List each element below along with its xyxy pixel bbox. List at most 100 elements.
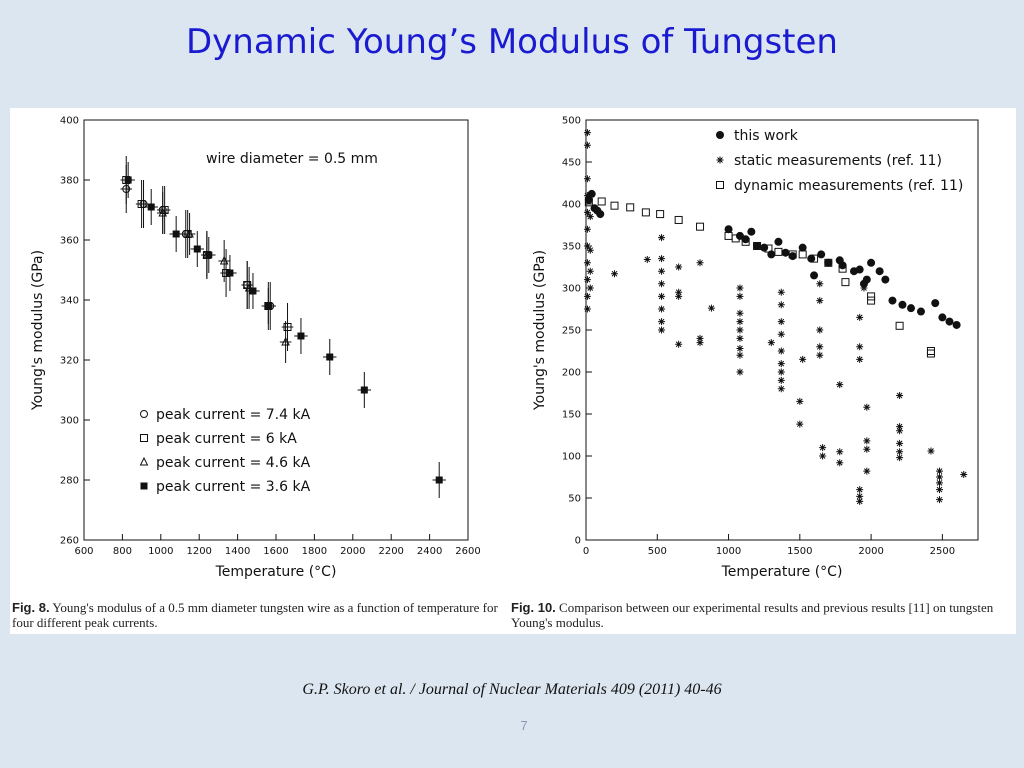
fig10-data-point [777, 347, 785, 355]
fig8-data-point [360, 386, 368, 394]
fig10-data-point [816, 280, 824, 288]
fig10-data-point [936, 467, 944, 475]
fig10-data-point [736, 309, 744, 317]
fig10-data-point [952, 320, 961, 329]
fig10-data-point [656, 210, 665, 219]
fig10-data-point [867, 296, 876, 305]
fig8-data-point [226, 269, 234, 277]
fig10-data-point [724, 231, 733, 240]
page-number: 7 [520, 718, 528, 733]
fig10-data-point [881, 275, 890, 284]
fig10-data-point [777, 301, 785, 309]
fig10-data-point [798, 250, 807, 259]
fig10-data-point [777, 318, 785, 326]
fig10-y-tick-label: 350 [562, 242, 581, 253]
fig10-data-point [777, 385, 785, 393]
fig10-data-point [583, 305, 591, 313]
figure-8-caption: Fig. 8. Young's modulus of a 0.5 mm diam… [12, 600, 504, 630]
fig10-data-point [807, 254, 816, 263]
fig10-y-tick-label: 150 [562, 410, 581, 421]
fig8-x-axis-label: Temperature (°C) [215, 564, 337, 580]
fig10-data-point [916, 307, 925, 316]
fig10-data-point [586, 213, 594, 221]
fig8-data-point [219, 255, 229, 265]
fig8-annotation: wire diameter = 0.5 mm [206, 151, 378, 167]
fig10-data-point [936, 473, 944, 481]
fig10-data-point [896, 448, 904, 456]
fig10-data-point [658, 326, 666, 334]
fig10-data-point [675, 292, 683, 300]
fig8-series-3: peak current = 3.6 kA [121, 162, 446, 498]
fig10-data-point [927, 447, 935, 455]
fig10-data-point [583, 141, 591, 149]
fig8-y-tick-label: 260 [60, 536, 79, 547]
fig10-data-point [936, 486, 944, 494]
fig10-data-point [856, 343, 864, 351]
fig10-y-tick-label: 50 [568, 494, 581, 505]
figure-10-caption-label: Fig. 10. [511, 600, 556, 615]
fig8-series-2: peak current = 4.6 kA [139, 192, 311, 471]
fig10-legend-label: static measurements (ref. 11) [734, 153, 942, 169]
fig10-data-point [747, 227, 756, 236]
fig10-data-point [836, 459, 844, 467]
fig10-data-point [777, 330, 785, 338]
citation: G.P. Skoro et al. / Journal of Nuclear M… [302, 681, 722, 698]
fig10-data-point [584, 198, 593, 207]
fig10-data-point [863, 467, 871, 475]
fig10-y-tick-label: 100 [562, 452, 581, 463]
fig8-data-point [172, 230, 180, 238]
fig10-data-point [753, 242, 762, 250]
fig10-data-point [895, 321, 904, 330]
slide-title: Dynamic Young’s Modulus of Tungsten [186, 22, 838, 62]
fig10-data-point [675, 340, 683, 348]
fig10-data-point [736, 292, 744, 300]
fig8-data-point [185, 228, 194, 238]
fig10-data-point [931, 299, 940, 308]
fig10-data-point [741, 235, 750, 244]
fig10-data-point [781, 248, 790, 257]
fig10-data-point [788, 250, 797, 259]
figure-10-chart: 0 500 1000 1500 2000 2500 0 50 100 150 200 250 300 35… [532, 116, 979, 580]
fig10-data-point [863, 403, 871, 411]
fig10-data-point [643, 255, 651, 263]
fig8-x-tick-label: 2200 [378, 546, 403, 557]
fig10-data-point [641, 208, 650, 217]
fig10-y-tick-label: 250 [562, 326, 581, 337]
fig8-legend-label: peak current = 3.6 kA [156, 479, 311, 495]
fig8-data-point [326, 353, 334, 361]
fig10-data-point [810, 254, 819, 263]
fig10-data-point [731, 234, 740, 243]
fig10-data-point [856, 313, 864, 321]
fig10-data-point [658, 267, 666, 275]
fig10-data-point [736, 344, 744, 352]
fig10-data-point [938, 313, 947, 322]
fig10-x-tick-label: 1000 [716, 546, 741, 557]
fig10-data-point [658, 280, 666, 288]
fig10-legend-marker [716, 131, 724, 139]
fig10-data-point [658, 318, 666, 326]
fig10-data-point [586, 246, 594, 254]
fig10-data-point [583, 225, 591, 233]
fig10-data-point [936, 479, 944, 487]
fig8-legend-label: peak current = 6 kA [156, 431, 297, 447]
fig10-data-point [736, 326, 744, 334]
fig10-y-tick-label: 200 [562, 368, 581, 379]
fig10-y-tick-label: 300 [562, 284, 581, 295]
fig8-error-bar [279, 321, 292, 363]
fig8-x-tick-label: 1000 [148, 546, 173, 557]
fig10-data-point [764, 244, 773, 253]
fig10-data-point [658, 305, 666, 313]
fig10-legend-marker [716, 181, 724, 189]
fig8-data-point [264, 302, 272, 310]
fig10-data-point [898, 300, 907, 309]
fig10-data-point [696, 339, 704, 347]
fig8-legend-label: peak current = 4.6 kA [156, 455, 311, 471]
fig10-data-point [926, 349, 935, 358]
fig10-data-point [736, 351, 744, 359]
fig10-data-point [583, 259, 591, 267]
fig8-x-tick-label: 1600 [263, 546, 288, 557]
fig10-data-point [863, 437, 871, 445]
fig10-data-point [611, 270, 619, 278]
fig10-data-point [597, 197, 606, 206]
fig10-data-point [583, 242, 591, 250]
